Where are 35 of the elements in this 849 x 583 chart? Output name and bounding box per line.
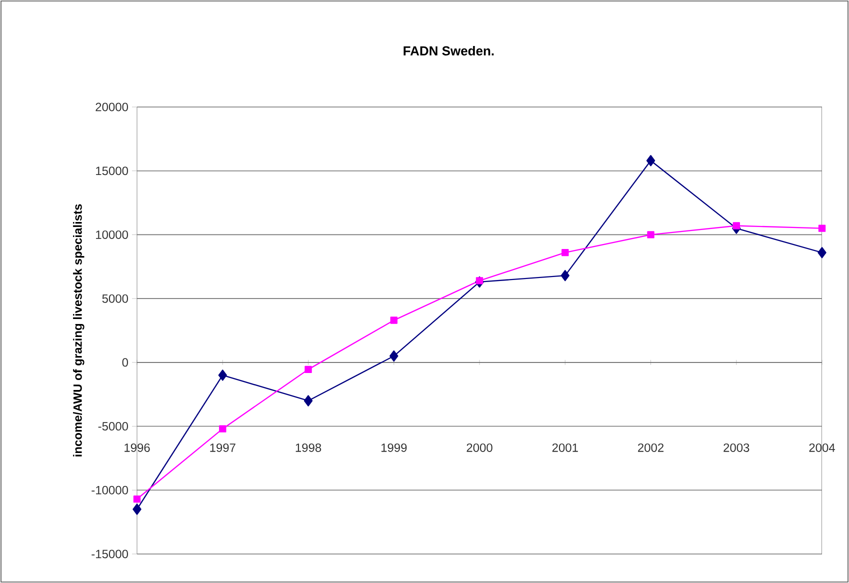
x-tick-label: 2002 — [638, 443, 664, 452]
point — [133, 495, 141, 503]
point — [562, 248, 569, 256]
x-tick-label: 1996 — [124, 443, 150, 452]
point — [647, 231, 654, 238]
point — [304, 366, 312, 374]
point — [390, 350, 398, 362]
y-tick-label: 20000 — [96, 102, 128, 112]
x-tick-label: 1998 — [296, 443, 322, 452]
point — [560, 270, 570, 282]
y-tick-label: -15000 — [92, 550, 128, 558]
y-tick-label: 0 — [122, 358, 128, 367]
point — [818, 246, 826, 258]
point — [646, 155, 656, 166]
x-tick-label: 1999 — [381, 443, 407, 452]
y-tick-label: -5000 — [98, 422, 128, 431]
y-tick-label: 5000 — [102, 294, 128, 303]
x-tick-label: 2001 — [552, 443, 578, 452]
point — [219, 425, 226, 432]
point — [476, 277, 484, 284]
y-axis-title: income/AWU of grazing livestock specialists — [73, 204, 84, 456]
x-tick-label: 2000 — [466, 443, 492, 452]
y-tick-label: 15000 — [96, 166, 128, 176]
point — [390, 316, 398, 324]
y-tick-label: 10000 — [96, 230, 128, 239]
x-tick-label: 2004 — [809, 443, 835, 452]
x-tick-label: 2003 — [724, 443, 750, 452]
x-tick-label: 1997 — [210, 443, 236, 452]
point — [132, 504, 142, 515]
point — [218, 370, 227, 381]
point — [818, 224, 826, 232]
chart-title: FADN Sweden. — [404, 46, 494, 56]
point — [732, 222, 740, 230]
y-tick-label: -10000 — [92, 486, 128, 494]
point — [304, 395, 313, 406]
